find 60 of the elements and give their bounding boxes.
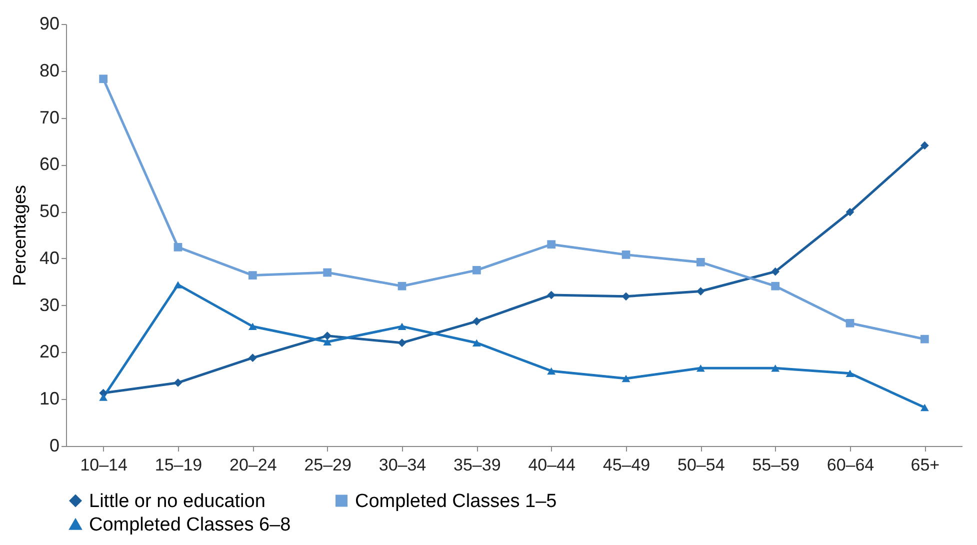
x-tick-label: 30–34 bbox=[378, 456, 426, 474]
x-tick-label: 65+ bbox=[910, 456, 940, 474]
point bbox=[696, 258, 705, 266]
point bbox=[846, 318, 854, 328]
legend-label: Little or no education bbox=[89, 490, 266, 512]
x-tick-label: 55–59 bbox=[752, 456, 800, 474]
point bbox=[248, 322, 257, 330]
point bbox=[398, 282, 406, 290]
y-tick-label: 80 bbox=[39, 60, 60, 80]
x-tick-label: 15–19 bbox=[154, 456, 202, 474]
point bbox=[846, 370, 854, 377]
point bbox=[174, 243, 182, 252]
point bbox=[920, 141, 929, 150]
point bbox=[920, 404, 929, 412]
point bbox=[696, 287, 705, 296]
point bbox=[622, 374, 630, 382]
y-tick-label: 70 bbox=[39, 107, 60, 128]
x-tick-label: 45–49 bbox=[602, 456, 650, 474]
y-tick-label: 10 bbox=[39, 388, 60, 409]
legend-label: Completed Classes 6–8 bbox=[89, 514, 291, 536]
y-tick-label: 90 bbox=[39, 14, 60, 34]
point bbox=[248, 271, 257, 280]
point bbox=[323, 268, 332, 277]
point bbox=[696, 364, 705, 372]
x-tick-label: 60–64 bbox=[826, 456, 874, 474]
point bbox=[174, 281, 182, 288]
point bbox=[622, 292, 630, 301]
x-tick-label: 20–24 bbox=[230, 456, 277, 474]
y-tick-label: 60 bbox=[39, 154, 60, 174]
point bbox=[398, 338, 406, 348]
point bbox=[771, 282, 780, 290]
y-axis-title: Percentages bbox=[9, 184, 30, 286]
y-tick-label: 0 bbox=[49, 436, 60, 456]
point bbox=[323, 338, 332, 346]
y-tick-label: 20 bbox=[39, 342, 60, 362]
point bbox=[846, 208, 854, 216]
x-tick-label: 10–14 bbox=[80, 456, 128, 474]
point bbox=[472, 317, 481, 326]
point bbox=[547, 367, 556, 375]
x-tick-label: 35–39 bbox=[454, 456, 501, 474]
point bbox=[547, 240, 556, 249]
point bbox=[99, 74, 108, 84]
point bbox=[174, 378, 182, 387]
y-tick-label: 40 bbox=[39, 248, 60, 268]
point bbox=[323, 332, 332, 340]
point bbox=[472, 339, 481, 346]
point bbox=[622, 250, 630, 259]
point bbox=[248, 354, 257, 362]
point bbox=[99, 394, 108, 401]
legend-label: Completed Classes 1–5 bbox=[355, 490, 557, 512]
y-tick-label: 50 bbox=[39, 201, 60, 222]
x-tick-label: 25–29 bbox=[304, 456, 352, 474]
point bbox=[771, 364, 780, 372]
point bbox=[920, 334, 929, 344]
point bbox=[771, 267, 780, 276]
point bbox=[472, 266, 481, 274]
point bbox=[398, 322, 406, 330]
x-tick-label: 40–44 bbox=[528, 456, 576, 474]
x-tick-label: 50–54 bbox=[678, 456, 725, 474]
y-tick-label: 30 bbox=[39, 294, 60, 315]
